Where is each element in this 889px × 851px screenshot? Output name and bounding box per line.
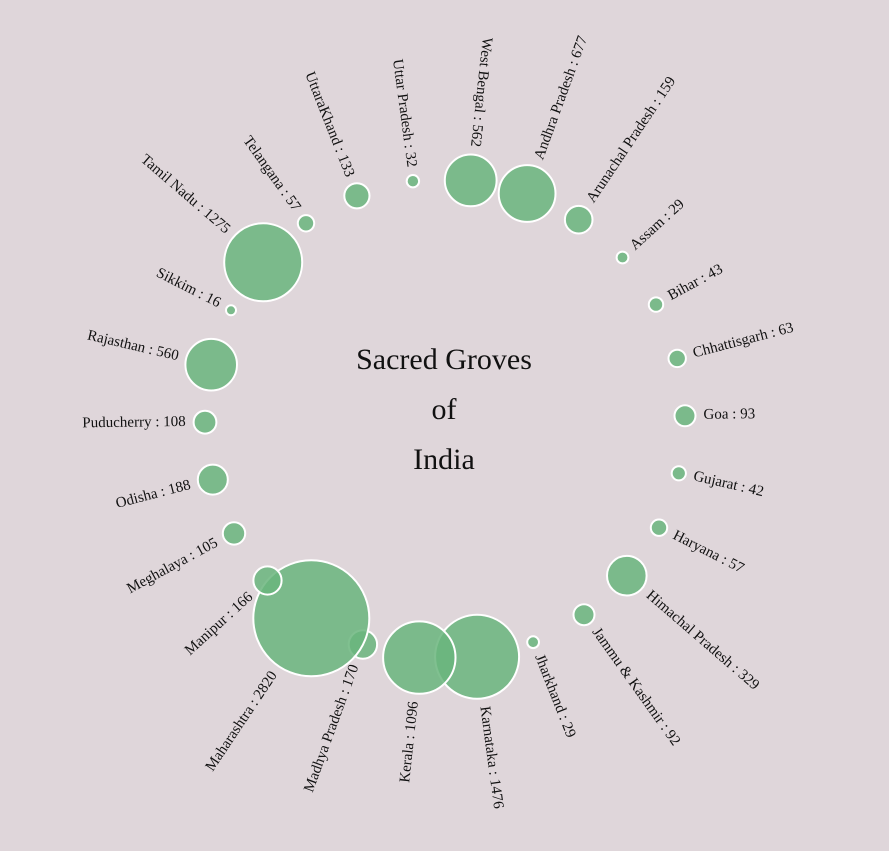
bubble-arunachal-pradesh (563, 204, 594, 235)
bubble-manipur (252, 565, 283, 596)
label-andhra-pradesh: Andhra Pradesh : 677 (531, 33, 591, 161)
bubble-kerala (382, 620, 457, 695)
title-line-2: of (431, 393, 457, 426)
title-line-1: Sacred Groves (356, 343, 532, 376)
bubble-west-bengal (443, 153, 498, 208)
label-maharashtra: Maharashtra : 2820 (203, 668, 281, 774)
bubble-layer (184, 153, 697, 700)
bubble-goa (673, 404, 697, 428)
label-haryana: Haryana : 57 (670, 527, 747, 577)
bubble-gujarat (670, 465, 687, 482)
label-karnataka: Karnataka : 1476 (476, 705, 506, 810)
label-meghalaya: Meghalaya : 105 (124, 535, 220, 597)
label-kerala: Kerala : 1096 (397, 700, 422, 783)
label-madhya-pradesh: Madhya Pradesh : 170 (301, 662, 362, 794)
bubble-sikkim (225, 304, 237, 317)
bubble-uttarakhand (343, 182, 371, 210)
label-chhattisgarh: Chhattisgarh : 63 (691, 320, 795, 362)
label-odisha: Odisha : 188 (114, 477, 192, 512)
bubble-jharkhand (526, 635, 540, 650)
label-uttar-pradesh: Uttar Pradesh : 32 (389, 58, 419, 168)
label-uttarakhand: UttaraKhand : 133 (301, 70, 357, 180)
bubble-uttar-pradesh (405, 174, 421, 189)
bubble-assam (615, 250, 630, 265)
label-assam: Assam : 29 (627, 196, 688, 253)
label-arunachal-pradesh: Arunachal Pradesh : 159 (584, 74, 680, 206)
bubble-chhattisgarh (667, 348, 687, 369)
label-puducherry: Puducherry : 108 (82, 414, 186, 431)
bubble-meghalaya (221, 521, 247, 546)
bubble-odisha (196, 463, 229, 496)
bubble-haryana (649, 518, 669, 537)
bubble-bihar (647, 296, 665, 313)
label-rajasthan: Rajasthan : 560 (86, 328, 181, 365)
label-telangana: Telangana : 57 (240, 133, 304, 214)
label-himachal-pradesh: Himachal Pradesh : 329 (643, 587, 762, 693)
label-sikkim: Sikkim : 16 (154, 265, 224, 311)
bubble-himachal-pradesh (606, 554, 648, 597)
bubble-telangana (296, 214, 316, 233)
label-goa: Goa : 93 (703, 406, 755, 423)
label-manipur: Manipur : 166 (182, 589, 257, 659)
bubble-maharashtra (252, 559, 371, 678)
label-jharkhand: Jharkhand : 29 (531, 652, 578, 740)
bubble-rajasthan (184, 337, 238, 392)
label-bihar: Bihar : 43 (665, 261, 725, 304)
label-jammu-and-kashmir: Jammu & Kashmir : 92 (589, 625, 684, 749)
label-gujarat: Gujarat : 42 (692, 468, 765, 500)
label-west-bengal: West Bengal : 562 (467, 37, 495, 148)
bubble-tamil-nadu (223, 222, 304, 303)
title-line-3: India (413, 443, 475, 476)
label-tamil-nadu: Tamil Nadu : 1275 (137, 151, 233, 237)
chart-title: Sacred Groves of India (294, 335, 594, 485)
bubble-puducherry (192, 409, 218, 435)
bubble-jammu-and-kashmir (572, 603, 596, 627)
bubble-andhra-pradesh (497, 164, 557, 223)
